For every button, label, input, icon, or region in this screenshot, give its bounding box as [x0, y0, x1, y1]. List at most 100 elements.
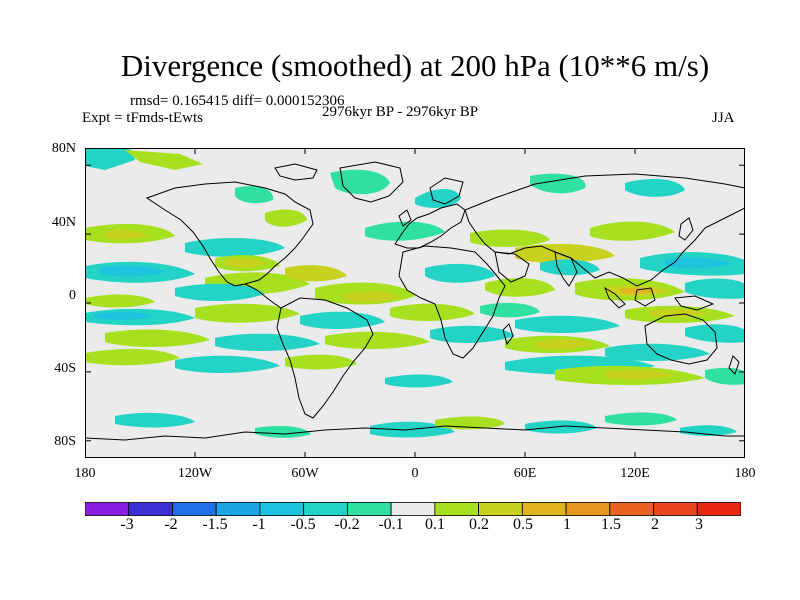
field-patch [300, 311, 385, 329]
field-patch [345, 291, 399, 303]
colorbar-swatch [478, 502, 523, 516]
field-patch [590, 221, 675, 241]
colorbar-label: -0.2 [334, 516, 360, 533]
colorbar-swatch [85, 502, 130, 516]
lon-tick-120e: 120E [620, 466, 650, 481]
colorbar-label: 3 [695, 516, 703, 533]
field-patch [115, 412, 195, 428]
field-patch [85, 348, 180, 366]
coastline-greenland [339, 161, 404, 203]
coastline-arctic-islands [274, 163, 318, 181]
coastline-asia [464, 173, 745, 287]
coastline-new-zealand [728, 355, 740, 375]
colorbar-swatch [259, 502, 305, 516]
colorbar-label: -1 [252, 516, 266, 533]
season-label: JJA [712, 110, 735, 126]
colorbar-label: -3 [120, 516, 134, 533]
coastline-british-isles [398, 209, 412, 227]
colorbar-swatch [609, 502, 654, 516]
field-patch [95, 311, 155, 320]
field-patch [650, 308, 707, 318]
page-title: Divergence (smoothed) at 200 hPa (10**6 … [120, 48, 710, 83]
colorbar-swatch [696, 502, 741, 516]
field-patch [515, 315, 620, 333]
colorbar-label: 2 [651, 516, 659, 533]
colorbar-label: 0.2 [469, 516, 489, 533]
coastline-japan [678, 217, 694, 241]
colorbar-swatch [565, 502, 611, 516]
field-patch [625, 178, 685, 197]
field-patch [665, 257, 730, 269]
field-patch [430, 325, 515, 343]
field-patch [175, 283, 265, 301]
colorbar-label: -0.1 [378, 516, 404, 533]
coastlines [85, 161, 745, 441]
colorbar-label: 1 [563, 516, 571, 533]
stats-label: rmsd= 0.165415 diff= 0.000152306 [130, 93, 345, 109]
field-patch [470, 229, 550, 247]
coastline-central-america [244, 283, 282, 309]
field-patch [105, 230, 147, 240]
colorbar [85, 502, 741, 516]
lon-tick-60e: 60E [513, 466, 537, 481]
field-patch [385, 374, 453, 388]
coastline-south-america [276, 297, 374, 419]
field-patch [365, 221, 445, 241]
field-patch [105, 329, 210, 347]
coastline-madagascar [502, 323, 514, 346]
field-patch [480, 302, 540, 318]
colorbar-swatch [434, 502, 479, 516]
field-patch [285, 354, 357, 370]
lon-tick-0: 0 [411, 466, 419, 481]
colorbar-label: -2 [164, 516, 178, 533]
coastline-africa [398, 245, 506, 359]
colorbar-label: -1.5 [202, 516, 228, 533]
field-patch [265, 209, 307, 227]
field-patch [215, 333, 320, 351]
lat-tick-80s: 80S [54, 434, 76, 449]
field-patch [535, 339, 593, 350]
colorbar-swatch [303, 502, 348, 516]
coastline-antarctica [85, 425, 745, 441]
colorbar-label: 0.5 [513, 516, 533, 533]
field-patch [325, 331, 430, 349]
field-patch [255, 426, 311, 438]
field-patch [175, 355, 280, 373]
colorbar-swatch [390, 502, 436, 516]
field-patch [605, 369, 675, 380]
field-patch [415, 189, 461, 208]
field-patch [195, 303, 300, 323]
coastline-scandinavia [429, 177, 464, 205]
lat-tick-80n: 80N [51, 141, 76, 156]
field-patch [515, 243, 615, 263]
colorbar-swatch [215, 502, 261, 516]
field-patch [285, 265, 347, 282]
field-patch [125, 150, 203, 170]
colorbar-label: -0.5 [290, 516, 316, 533]
colorbar-swatch [521, 502, 567, 516]
coastline-australia [644, 313, 718, 365]
colorbar-label: 0.1 [425, 516, 445, 533]
divergence-field [85, 148, 745, 438]
period-label: 2976kyr BP - 2976kyr BP [322, 104, 479, 120]
axis-ticks [85, 148, 745, 458]
field-patch [620, 287, 655, 294]
coastline-india [554, 251, 578, 287]
colorbar-swatch [128, 502, 173, 516]
colorbar-label: 1.5 [601, 516, 621, 533]
field-patch [605, 412, 677, 426]
field-patch [705, 367, 745, 385]
lon-tick-180e: 180 [734, 466, 756, 481]
field-patch [425, 263, 495, 283]
field-patch [225, 258, 267, 268]
field-patch [685, 278, 745, 299]
field-patch [235, 186, 274, 204]
field-patch [540, 259, 600, 276]
experiment-label: Expt = tFmds-tEwts [82, 110, 203, 126]
colorbar-swatch [346, 502, 392, 516]
coastline-sumatra [603, 286, 626, 309]
field-patch [525, 420, 597, 434]
divergence-map [85, 148, 745, 458]
lat-tick-40n: 40N [51, 215, 76, 230]
lon-tick-180w: 180 [74, 466, 96, 481]
